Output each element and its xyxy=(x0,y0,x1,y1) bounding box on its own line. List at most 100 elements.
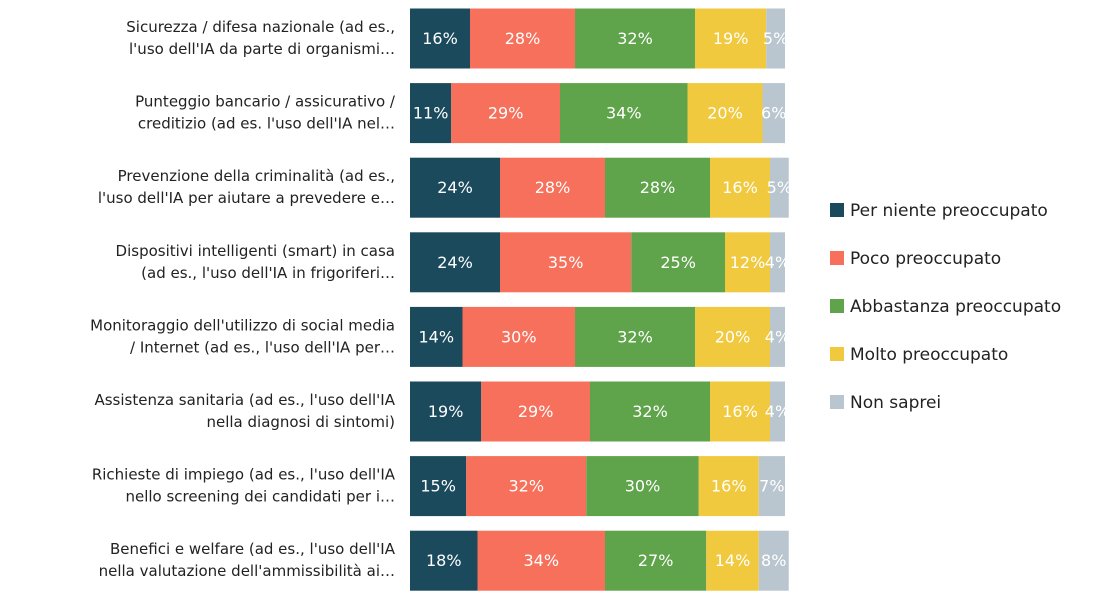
bar-segment xyxy=(770,157,789,218)
bar-segment xyxy=(466,456,587,517)
category-label: Richieste di impiego (ad es., l'uso dell… xyxy=(92,466,396,484)
legend-label: Non saprei xyxy=(850,393,941,413)
bar-segment xyxy=(605,157,710,218)
value-label: 7% xyxy=(759,477,784,496)
value-label: 16% xyxy=(711,477,747,496)
legend-swatch xyxy=(830,299,844,313)
bar-segment xyxy=(758,456,785,517)
bar-segment xyxy=(770,381,785,442)
bar-segment xyxy=(725,232,770,293)
category-label: nella valutazione dell'ammissibilità ai… xyxy=(99,562,395,580)
legend-swatch xyxy=(830,395,844,409)
category-label: Sicurezza / difesa nazionale (ad es., xyxy=(126,18,395,36)
value-label: 12% xyxy=(730,253,766,272)
legend-swatch xyxy=(830,251,844,265)
value-label: 5% xyxy=(767,178,792,197)
value-label: 4% xyxy=(765,327,790,346)
bar-segment xyxy=(575,306,695,367)
bar-segment xyxy=(410,456,467,517)
value-label: 34% xyxy=(523,551,559,570)
legend-label: Per niente preoccupato xyxy=(850,201,1048,221)
bar-segment xyxy=(410,83,452,144)
value-label: 20% xyxy=(715,327,751,346)
value-label: 6% xyxy=(761,104,786,123)
category-label: / Internet (ad es., l'uso dell'IA per… xyxy=(130,338,395,356)
value-label: 16% xyxy=(722,178,758,197)
value-label: 32% xyxy=(632,402,668,421)
value-label: 29% xyxy=(518,402,554,421)
legend-label: Molto preoccupato xyxy=(850,345,1008,365)
value-label: 24% xyxy=(437,178,473,197)
category-label: l'uso dell'IA da parte di organismi… xyxy=(129,40,395,58)
category-label: l'uso dell'IA per aiutare a prevedere e… xyxy=(98,189,395,207)
value-label: 32% xyxy=(508,477,544,496)
legend-swatch xyxy=(830,347,844,361)
value-label: 19% xyxy=(428,402,464,421)
value-label: 4% xyxy=(765,253,790,272)
value-label: 28% xyxy=(535,178,571,197)
value-label: 11% xyxy=(413,104,449,123)
bar-segment xyxy=(706,530,759,591)
value-label: 25% xyxy=(660,253,696,272)
bar-segment xyxy=(410,8,470,69)
bar-segment xyxy=(560,83,688,144)
bar-segment xyxy=(687,83,763,144)
value-label: 32% xyxy=(617,29,653,48)
bar-segment xyxy=(762,83,785,144)
bar-segment xyxy=(410,381,482,442)
bar-segment xyxy=(481,381,590,442)
category-label: Dispositivi intelligenti (smart) in casa xyxy=(116,242,395,260)
value-label: 29% xyxy=(488,104,524,123)
value-label: 35% xyxy=(548,253,584,272)
value-label: 30% xyxy=(625,477,661,496)
value-label: 30% xyxy=(501,327,537,346)
value-label: 14% xyxy=(418,327,454,346)
category-label: nello screening dei candidati per i… xyxy=(125,488,395,506)
value-label: 15% xyxy=(420,477,456,496)
bar-segment xyxy=(500,232,632,293)
category-label: nella diagnosi di sintomi) xyxy=(206,413,395,431)
value-label: 24% xyxy=(437,253,473,272)
value-label: 18% xyxy=(426,551,462,570)
value-label: 5% xyxy=(763,29,788,48)
bar-segment xyxy=(477,530,605,591)
category-label: Benefici e welfare (ad es., l'uso dell'I… xyxy=(110,540,396,558)
bar-segment xyxy=(766,8,785,69)
value-label: 8% xyxy=(761,551,786,570)
category-label: Prevenzione della criminalità (ad es., xyxy=(118,167,395,185)
bar-segment xyxy=(586,456,699,517)
bar-segment xyxy=(695,306,770,367)
bar-segment xyxy=(770,306,785,367)
bar-segment xyxy=(410,306,463,367)
value-label: 27% xyxy=(638,551,674,570)
category-label: creditizio (ad es. l'uso dell'IA nel… xyxy=(138,115,395,133)
bar-segment xyxy=(710,157,770,218)
legend-label: Poco preoccupato xyxy=(850,249,1001,269)
bar-segment xyxy=(410,530,478,591)
category-label: Assistenza sanitaria (ad es., l'uso dell… xyxy=(94,391,395,409)
value-label: 16% xyxy=(422,29,458,48)
bar-segment xyxy=(758,530,789,591)
bar-segment xyxy=(605,530,707,591)
bar-segment xyxy=(590,381,710,442)
legend-label: Abbastanza preoccupato xyxy=(850,297,1061,317)
category-label: Punteggio bancario / assicurativo / xyxy=(135,93,396,111)
bar-segment xyxy=(631,232,725,293)
bar-segment xyxy=(575,8,695,69)
value-label: 4% xyxy=(765,402,790,421)
value-label: 16% xyxy=(722,402,758,421)
value-label: 20% xyxy=(707,104,743,123)
bar-segment xyxy=(710,381,770,442)
bar-segment xyxy=(695,8,767,69)
value-label: 28% xyxy=(505,29,541,48)
value-label: 34% xyxy=(606,104,642,123)
value-label: 28% xyxy=(640,178,676,197)
value-label: 32% xyxy=(617,327,653,346)
category-label: Monitoraggio dell'utilizzo di social med… xyxy=(90,316,395,334)
bar-segment xyxy=(500,157,605,218)
bar-segment xyxy=(451,83,560,144)
bar-segment xyxy=(410,232,500,293)
bar-segment xyxy=(470,8,575,69)
category-label: (ad es., l'uso dell'IA in frigoriferi… xyxy=(141,264,395,282)
